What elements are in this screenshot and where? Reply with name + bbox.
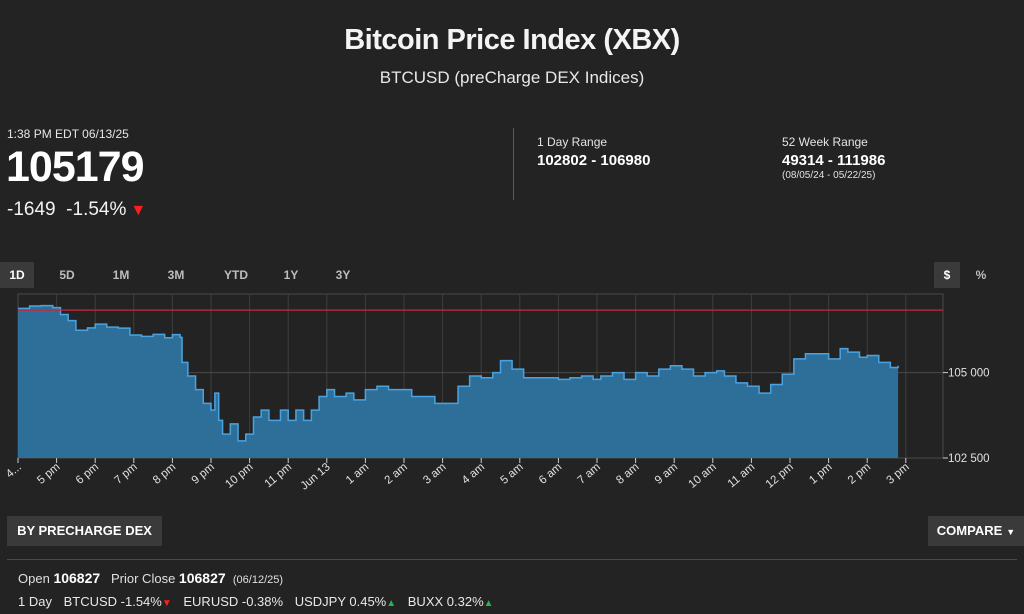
x-tick-label: 3 am — [421, 461, 448, 487]
x-tick-label: 9 am — [653, 461, 680, 487]
week52-range: 52 Week Range 49314 - 111986 (08/05/24 -… — [782, 135, 885, 181]
x-tick-label: 8 pm — [151, 461, 178, 487]
tab-1m[interactable]: 1M — [112, 268, 130, 282]
footer-divider — [7, 559, 1017, 560]
x-tick-label: 11 am — [726, 461, 758, 490]
unit-percent-button[interactable]: % — [975, 268, 987, 282]
x-tick-label: 5 am — [498, 461, 525, 487]
current-price: 105179 — [6, 143, 144, 191]
caret-down-icon: ▼ — [1006, 527, 1016, 537]
compare-button[interactable]: COMPARE ▼ — [928, 516, 1024, 546]
up-arrow-icon: ▲ — [483, 598, 494, 609]
down-arrow-icon: ▼ — [130, 202, 147, 219]
ticker-item-eurusd[interactable]: EURUSD -0.38% — [183, 594, 283, 609]
price-chart: 4... 5 pm 6 pm 7 pm 8 pm 9 pm 10 pm 11 pm Jun 13… — [4, 293, 990, 492]
ticker-strip: 1 Day BTCUSD -1.54%▼ EURUSD -0.38% USDJP… — [18, 594, 502, 609]
prior-close-date: (06/12/25) — [232, 574, 284, 586]
up-arrow-icon: ▲ — [386, 598, 397, 609]
ticker-item-btcusd[interactable]: BTCUSD -1.54%▼ — [64, 594, 172, 609]
by-precharge-dex-button[interactable]: BY PRECHARGE DEX — [7, 516, 162, 546]
x-tick-label: 11 pm — [263, 461, 295, 490]
week52-range-dates: (08/05/24 - 05/22/25) — [782, 170, 876, 181]
x-tick-label: 4... — [4, 461, 24, 480]
x-tick-label: Jun 13 — [299, 461, 333, 492]
page-title: Bitcoin Price Index (XBX) — [344, 24, 680, 56]
compare-label: COMPARE — [936, 523, 1003, 538]
prior-close-value: 106827 — [178, 570, 226, 586]
x-tick-label: 5 pm — [35, 461, 62, 487]
tab-5d[interactable]: 5D — [59, 268, 75, 282]
tab-3m[interactable]: 3M — [167, 268, 185, 282]
ticker-text: BTCUSD -1.54% — [63, 594, 162, 609]
x-tick-label: 6 am — [537, 461, 564, 487]
open-label: Open — [18, 571, 50, 586]
page-subtitle: BTCUSD (preCharge DEX Indices) — [379, 68, 645, 87]
x-tick-label: 8 am — [614, 461, 641, 487]
stats-divider — [513, 128, 514, 200]
x-tick-label: 2 pm — [846, 461, 873, 487]
prior-close-label: Prior Close — [111, 571, 176, 586]
x-tick-label: 6 pm — [74, 461, 101, 487]
day-range-label: 1 Day Range — [537, 135, 608, 149]
price-area-series — [18, 305, 899, 458]
open-prior-stats: Open 106827 Prior Close 106827 (06/12/25… — [18, 570, 283, 586]
ticker-item-buxx[interactable]: BUXX 0.32%▲ — [408, 594, 494, 609]
ticker-period: 1 Day — [18, 594, 52, 609]
open-value: 106827 — [53, 570, 101, 586]
x-tick-label: 9 pm — [190, 461, 217, 487]
change-value: -1649 — [7, 199, 56, 220]
unit-dollar-button[interactable]: $ — [934, 262, 960, 288]
x-tick-label: 1 pm — [807, 461, 834, 487]
tab-1y[interactable]: 1Y — [283, 268, 299, 282]
x-tick-label: 1 am — [344, 461, 371, 487]
x-tick-label: 7 pm — [112, 461, 139, 487]
ticker-text: USDJPY 0.45% — [294, 594, 387, 609]
x-tick-label: 12 pm — [764, 461, 796, 491]
quote-timestamp: 1:38 PM EDT 06/13/25 — [7, 127, 129, 141]
ticker-text: EURUSD -0.38% — [183, 594, 284, 609]
y-tick-label: 105 000 — [948, 368, 990, 380]
week52-range-label: 52 Week Range — [782, 135, 868, 149]
x-tick-label: 7 am — [576, 461, 603, 487]
ticker-text: BUXX 0.32% — [407, 594, 484, 609]
tab-1d[interactable]: 1D — [0, 262, 34, 288]
day-range-value: 102802 - 106980 — [537, 152, 651, 169]
tab-3y[interactable]: 3Y — [335, 268, 351, 282]
x-tick-label: 3 pm — [884, 461, 911, 487]
tab-ytd[interactable]: YTD — [224, 268, 248, 282]
y-tick-label: 102 500 — [948, 453, 990, 465]
price-change: -1649 -1.54% ▼ — [7, 199, 146, 221]
price-line-series — [18, 304, 899, 442]
down-arrow-icon: ▼ — [161, 598, 172, 609]
day-range: 1 Day Range 102802 - 106980 — [537, 135, 650, 169]
x-tick-label: 10 pm — [223, 461, 255, 491]
x-tick-label: 4 am — [460, 461, 487, 487]
ticker-item-usdjpy[interactable]: USDJPY 0.45%▲ — [295, 594, 396, 609]
change-percent: -1.54% — [66, 199, 127, 220]
x-tick-label: 10 am — [687, 461, 719, 491]
week52-range-value: 49314 - 111986 — [782, 152, 886, 169]
x-tick-label: 2 am — [383, 461, 410, 487]
